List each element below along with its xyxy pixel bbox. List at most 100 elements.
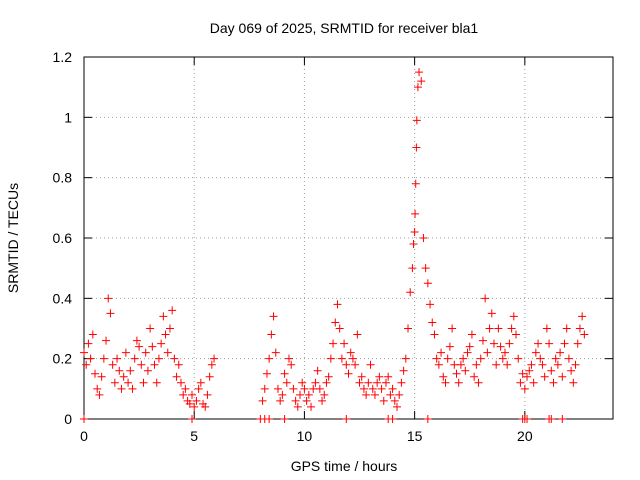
data-point (580, 330, 589, 339)
data-point (379, 396, 388, 405)
data-point (406, 288, 415, 297)
data-point (496, 342, 505, 351)
data-point (148, 342, 157, 351)
data-point (567, 366, 576, 375)
data-point (538, 360, 547, 369)
data-point (419, 234, 428, 242)
data-point (106, 309, 115, 318)
data-point (470, 372, 479, 381)
data-point (174, 360, 183, 369)
data-point (558, 372, 567, 381)
data-point (443, 354, 452, 363)
data-point (426, 300, 435, 309)
data-point (377, 384, 386, 393)
data-point (146, 324, 155, 333)
data-point (512, 330, 521, 339)
x-tick-label: 5 (190, 428, 198, 444)
data-point (196, 378, 205, 387)
data-point (448, 324, 457, 333)
data-point (474, 378, 483, 387)
data-point (139, 378, 148, 387)
data-point (397, 378, 406, 387)
data-point (137, 360, 146, 369)
data-point (170, 354, 179, 363)
data-point (428, 318, 437, 327)
data-point (445, 342, 454, 351)
data-point (408, 264, 417, 273)
data-point (553, 360, 562, 369)
data-point (168, 306, 177, 315)
data-point (143, 366, 152, 375)
data-point (119, 372, 128, 381)
data-point (280, 369, 289, 378)
data-point (571, 360, 580, 369)
data-point (527, 360, 536, 369)
data-point (560, 339, 569, 348)
data-point (467, 330, 476, 339)
data-point (534, 339, 543, 348)
data-point (150, 360, 159, 369)
data-point (498, 354, 507, 363)
data-point (102, 336, 111, 345)
data-point (188, 415, 197, 423)
data-point (542, 324, 551, 333)
data-point (289, 384, 298, 393)
data-point (487, 309, 496, 318)
data-point (456, 360, 465, 369)
data-point (359, 384, 368, 393)
data-point (346, 348, 355, 357)
data-point (258, 396, 267, 405)
data-point (392, 402, 401, 411)
data-point (340, 339, 349, 348)
data-point (476, 354, 485, 363)
data-point (110, 378, 119, 387)
data-point (159, 312, 168, 321)
data-point (525, 366, 534, 375)
data-point (278, 390, 287, 399)
grid-lines (84, 57, 613, 419)
data-point (108, 360, 117, 369)
data-point (269, 312, 278, 321)
data-point (364, 378, 373, 387)
data-point (412, 143, 421, 152)
data-point (296, 390, 305, 399)
data-point (161, 330, 170, 339)
data-point (165, 324, 174, 333)
data-point (390, 396, 399, 405)
data-point (152, 378, 161, 387)
data-point (516, 378, 525, 387)
data-point (284, 354, 293, 363)
data-point (124, 378, 133, 387)
data-point (562, 324, 571, 333)
data-point (298, 378, 307, 387)
data-point (492, 360, 501, 369)
data-point (531, 348, 540, 357)
y-tick-label: 1.2 (53, 49, 73, 65)
y-tick-label: 0.4 (53, 290, 73, 306)
data-point (132, 336, 141, 345)
data-point (80, 415, 88, 423)
x-axis-label: GPS time / hours (291, 458, 398, 474)
data-point (93, 384, 102, 393)
y-axis-label: SRMTID / TECUs (5, 183, 21, 293)
data-point (304, 390, 313, 399)
data-point (459, 354, 468, 363)
data-point (500, 348, 509, 357)
data-point (381, 378, 390, 387)
data-point (329, 339, 338, 348)
data-point (434, 360, 443, 369)
y-tick-label: 0 (64, 411, 72, 427)
data-point (307, 402, 316, 411)
data-point (558, 415, 567, 423)
data-point (342, 415, 351, 423)
data-point (271, 348, 280, 357)
data-point (320, 390, 329, 399)
data-point (324, 372, 333, 381)
data-point (463, 348, 472, 357)
data-point (280, 415, 289, 423)
data-point (207, 360, 216, 369)
data-point (368, 384, 377, 393)
data-point (413, 83, 422, 92)
data-point (485, 324, 494, 333)
data-point (412, 116, 421, 125)
